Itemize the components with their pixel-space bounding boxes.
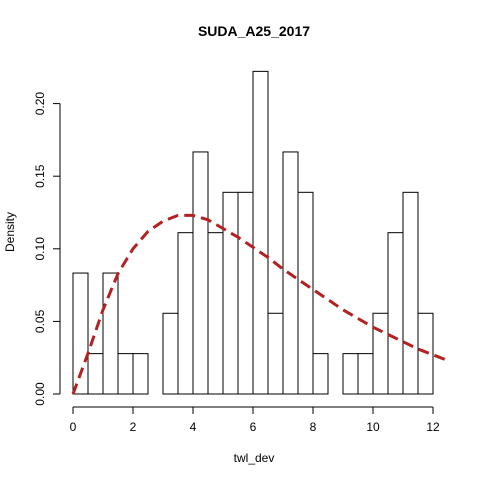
histogram-bar: [88, 354, 103, 394]
histogram-bar: [343, 354, 358, 394]
x-axis-label: twl_dev: [234, 451, 275, 465]
y-tick-label: 0.20: [33, 92, 47, 116]
y-tick-label: 0.05: [33, 309, 47, 333]
x-tick-label: 2: [130, 420, 137, 434]
x-axis: 0 2 4 6 8 10 12: [70, 407, 440, 434]
histogram-bar: [298, 192, 313, 394]
histogram-bar: [403, 192, 418, 394]
histogram-bar: [373, 313, 388, 394]
histogram-bar: [178, 233, 193, 394]
chart-title: SUDA_A25_2017: [198, 23, 310, 39]
histogram-bar: [118, 354, 133, 394]
y-axis: 0.00 0.05 0.10 0.15 0.20: [33, 92, 60, 406]
histogram-bar: [268, 313, 283, 394]
y-axis-label: Density: [3, 212, 17, 252]
histogram-bar: [253, 71, 268, 394]
y-tick-label: 0.10: [33, 237, 47, 261]
histogram-bar: [163, 313, 178, 394]
histogram-bar: [313, 354, 328, 394]
histogram-bar: [223, 192, 238, 394]
histogram-bar: [193, 152, 208, 394]
histogram-bar: [238, 192, 253, 394]
x-tick-label: 10: [366, 420, 380, 434]
histogram-bar: [388, 233, 403, 394]
y-tick-label: 0.00: [33, 382, 47, 406]
histogram-bar: [418, 313, 433, 394]
y-tick-label: 0.15: [33, 164, 47, 188]
histogram-bars: [73, 71, 433, 394]
x-tick-label: 12: [426, 420, 440, 434]
x-tick-label: 4: [190, 420, 197, 434]
histogram-bar: [358, 354, 373, 394]
x-tick-label: 6: [250, 420, 257, 434]
histogram-bar: [133, 354, 148, 394]
histogram-bar: [208, 233, 223, 394]
x-tick-label: 0: [70, 420, 77, 434]
x-tick-label: 8: [310, 420, 317, 434]
